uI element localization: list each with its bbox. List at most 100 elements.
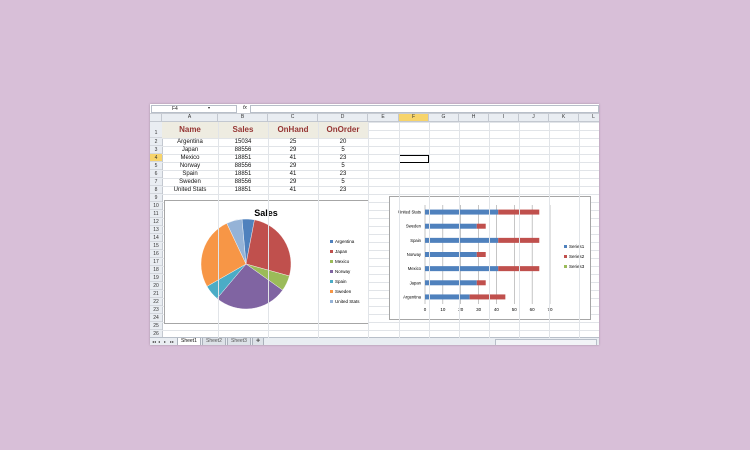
select-all-corner[interactable] — [150, 114, 162, 121]
bar-series1-sweden[interactable] — [425, 223, 477, 229]
name-box-dropdown-icon[interactable]: ▾ — [208, 105, 211, 110]
row-header-4[interactable]: 4 — [150, 154, 162, 162]
table-cell[interactable]: 15034 — [234, 139, 252, 145]
table-cell[interactable]: Japan — [181, 147, 199, 153]
active-cell[interactable] — [399, 155, 429, 163]
row-header-12[interactable]: 12 — [150, 218, 162, 226]
row-header-15[interactable]: 15 — [150, 242, 162, 250]
sheet-nav-icon[interactable]: ▸▸ — [170, 339, 175, 344]
table-cell[interactable]: 5 — [341, 163, 345, 169]
table-cell[interactable]: United Stats — [173, 187, 207, 193]
row-header-10[interactable]: 10 — [150, 202, 162, 210]
bar-series1-mexico[interactable] — [425, 266, 499, 272]
header-onorder[interactable]: OnOrder — [326, 125, 360, 134]
row-header-7[interactable]: 7 — [150, 178, 162, 186]
column-header-d[interactable]: D — [318, 114, 368, 121]
row-header-23[interactable]: 23 — [150, 306, 162, 314]
column-header-l[interactable]: L — [579, 114, 599, 121]
row-header-25[interactable]: 25 — [150, 322, 162, 330]
row-header-21[interactable]: 21 — [150, 290, 162, 298]
table-cell[interactable]: 41 — [289, 155, 297, 161]
column-header-j[interactable]: J — [519, 114, 549, 121]
bar-series2-united-stats[interactable] — [498, 209, 540, 215]
row-header-17[interactable]: 17 — [150, 258, 162, 266]
column-header-i[interactable]: I — [489, 114, 519, 121]
row-header-13[interactable]: 13 — [150, 226, 162, 234]
pie-chart[interactable]: Sales Argentina Japan Mexico Norway Spain Swed… — [164, 200, 369, 324]
column-header-e[interactable]: E — [368, 114, 399, 121]
bar-chart[interactable]: 0 10 20 30 40 50 60 70 Argentina Japan Mexico Norwa… — [389, 196, 591, 320]
row-header-8[interactable]: 8 — [150, 186, 162, 194]
table-cell[interactable]: 20 — [339, 139, 347, 145]
name-box[interactable]: F4 — [151, 105, 237, 113]
header-sales[interactable]: Sales — [232, 125, 254, 134]
row-header-16[interactable]: 16 — [150, 250, 162, 258]
header-onhand[interactable]: OnHand — [277, 125, 309, 134]
row-header-3[interactable]: 3 — [150, 146, 162, 154]
column-header-k[interactable]: K — [549, 114, 579, 121]
table-cell[interactable]: 23 — [339, 187, 347, 193]
table-cell[interactable]: 5 — [341, 147, 345, 153]
table-cell[interactable]: 88556 — [234, 163, 252, 169]
bar-series2-sweden[interactable] — [476, 223, 486, 229]
table-cell[interactable]: 5 — [341, 179, 345, 185]
table-cell[interactable]: Spain — [182, 171, 198, 177]
row-header-24[interactable]: 24 — [150, 314, 162, 322]
bar-series2-mexico[interactable] — [498, 266, 540, 272]
bar-series1-argentina[interactable] — [425, 294, 470, 300]
table-cell[interactable]: 29 — [289, 147, 297, 153]
row-header-2[interactable]: 2 — [150, 138, 162, 146]
bar-series1-united-stats[interactable] — [425, 209, 499, 215]
sheet-nav-icon[interactable]: ▸ — [164, 339, 167, 344]
table-cell[interactable]: 25 — [289, 139, 297, 145]
table-cell[interactable]: 18851 — [234, 187, 252, 193]
bar-series1-norway[interactable] — [425, 252, 477, 257]
row-header-11[interactable]: 11 — [150, 210, 162, 218]
row-header-18[interactable]: 18 — [150, 266, 162, 274]
table-cell[interactable]: 29 — [289, 179, 297, 185]
bar-series1-spain[interactable] — [425, 237, 499, 243]
table-cell[interactable]: Mexico — [180, 155, 200, 161]
table-cell[interactable]: 18851 — [234, 155, 252, 161]
sheet-tab-sheet3[interactable]: Sheet3 — [227, 338, 251, 345]
column-header-b[interactable]: B — [218, 114, 268, 121]
table-cell[interactable]: 88556 — [234, 179, 252, 185]
formula-input[interactable] — [250, 105, 599, 113]
column-header-a[interactable]: A — [162, 114, 218, 121]
bar-series2-argentina[interactable] — [469, 294, 506, 300]
row-header-19[interactable]: 19 — [150, 274, 162, 282]
row-header-5[interactable]: 5 — [150, 162, 162, 170]
sheet-tab-sheet2[interactable]: Sheet2 — [202, 338, 226, 345]
pie-slice-norway[interactable] — [216, 263, 283, 310]
table-cell[interactable]: 18851 — [234, 171, 252, 177]
table-cell[interactable]: 88556 — [234, 147, 252, 153]
column-header-f[interactable]: F — [399, 114, 429, 121]
bar-series2-norway[interactable] — [476, 252, 486, 257]
table-cell[interactable]: Argentina — [177, 139, 203, 145]
table-cell[interactable]: 29 — [289, 163, 297, 169]
column-header-h[interactable]: H — [459, 114, 489, 121]
row-header-6[interactable]: 6 — [150, 170, 162, 178]
row-header-1[interactable]: 1 — [150, 122, 162, 138]
pie-slice-united-stats[interactable] — [226, 218, 247, 265]
table-cell[interactable]: 41 — [289, 187, 297, 193]
pie-slice-sweden[interactable] — [200, 223, 247, 287]
table-cell[interactable]: 41 — [289, 171, 297, 177]
table-cell[interactable]: 23 — [339, 171, 347, 177]
sheet-nav-icon[interactable]: ◂◂ — [152, 339, 157, 344]
row-header-20[interactable]: 20 — [150, 282, 162, 290]
function-icon[interactable]: fx — [243, 105, 247, 111]
row-header-14[interactable]: 14 — [150, 234, 162, 242]
bar-series2-japan[interactable] — [476, 280, 486, 286]
header-name[interactable]: Name — [179, 125, 201, 134]
row-header-9[interactable]: 9 — [150, 194, 162, 202]
row-header-22[interactable]: 22 — [150, 298, 162, 306]
sheet-nav-icon[interactable]: ◂ — [158, 339, 161, 344]
bar-series1-japan[interactable] — [425, 280, 477, 286]
column-header-c[interactable]: C — [268, 114, 318, 121]
table-cell[interactable]: Norway — [179, 163, 201, 169]
table-cell[interactable]: Sweden — [179, 179, 201, 185]
horizontal-scrollbar[interactable] — [495, 339, 597, 345]
sheet-tab-sheet1[interactable]: Sheet1 — [177, 338, 201, 345]
bar-series2-spain[interactable] — [498, 237, 540, 243]
